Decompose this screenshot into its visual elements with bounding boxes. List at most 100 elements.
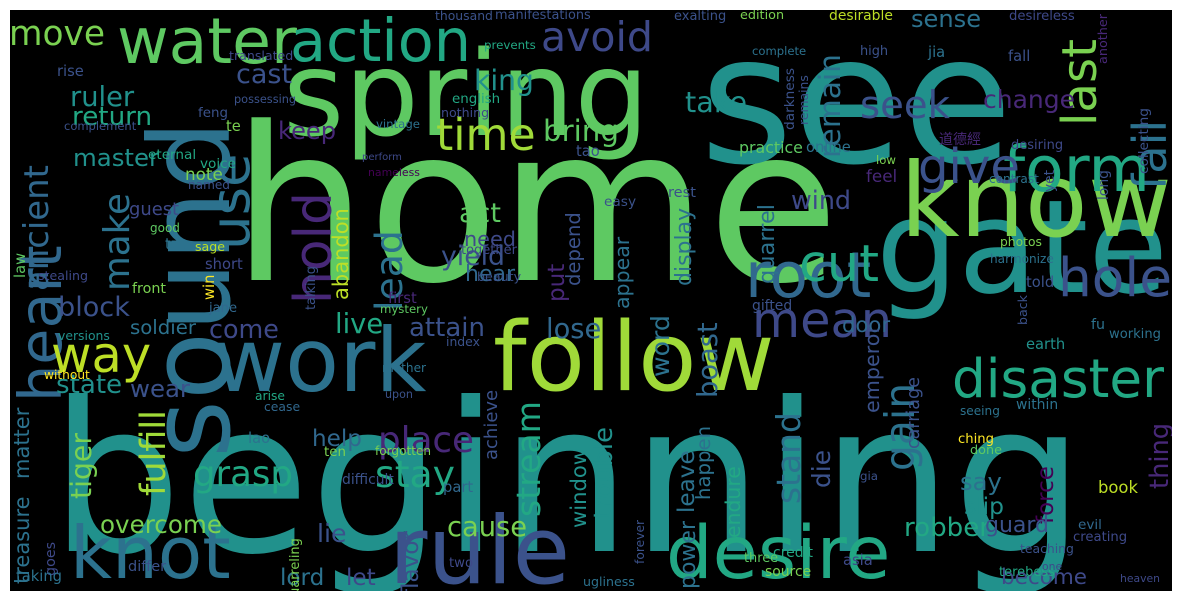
word-carriage: carriage [904, 377, 924, 449]
word-know: know [900, 141, 1172, 261]
word-earth: earth [1026, 336, 1066, 353]
word-yet: yet [1042, 169, 1058, 192]
word-yield: yield [441, 241, 505, 272]
word-done: done [970, 443, 1002, 458]
word-difficult: difficult [342, 472, 394, 488]
word-attain: attain [409, 313, 485, 343]
word-act: act [459, 198, 501, 229]
word-short: short [205, 256, 243, 273]
word-high: high [860, 44, 889, 59]
word-desirable: desirable [829, 10, 893, 24]
word-door: door [842, 312, 891, 337]
word-possessing: possessing [234, 93, 297, 106]
word-index: index [446, 334, 480, 349]
word-disaster: disaster [952, 348, 1164, 410]
word-gate: gate [876, 172, 1169, 323]
word-part: part [443, 479, 474, 496]
word-grasp: grasp [193, 454, 293, 495]
word-prevents: prevents [484, 38, 536, 52]
word-working: working [1109, 327, 1161, 342]
word-remains: remains [796, 75, 811, 125]
word-action: action [290, 10, 471, 75]
word-credit: credit [773, 545, 814, 561]
word-become: become [1001, 565, 1088, 590]
word-lao: lao [248, 430, 271, 447]
word-source: source [765, 564, 812, 580]
word-rule: rule [389, 497, 571, 591]
word-overcome: overcome [100, 510, 222, 539]
word-cut: cut [799, 234, 880, 293]
word-stand: stand [769, 412, 808, 504]
word-achieve: achieve [481, 389, 502, 460]
word-contrast: contrast [989, 172, 1039, 186]
word-come: come [209, 314, 279, 344]
word-appear: appear [610, 236, 634, 309]
word-see: see [700, 10, 1013, 205]
word-boast: boast [693, 322, 724, 398]
word-avoid: avoid [541, 13, 653, 61]
word-back: back [1015, 295, 1030, 325]
word-abandon: abandon [329, 208, 353, 300]
word-power: power [676, 521, 701, 589]
word-perform: perform [362, 152, 402, 163]
word-another: another [1096, 13, 1111, 64]
word-nothing: nothing [441, 105, 490, 120]
word-three: three [744, 551, 779, 566]
word-move: move [10, 14, 106, 54]
word-gifted: gifted [752, 298, 793, 314]
word-seek: seek [860, 83, 950, 128]
word-te: te [226, 118, 241, 135]
word-live: live [335, 309, 384, 340]
word-heaven: heaven [1120, 572, 1160, 585]
word-follow: follow [493, 301, 775, 413]
word-spring: spring [283, 26, 650, 163]
word-arise: arise [255, 389, 285, 403]
word-english: english [452, 92, 501, 107]
word-wind: wind [791, 185, 852, 215]
word-jane: jane [209, 301, 238, 316]
word-thing: thing [1145, 422, 1172, 489]
word-voice: voice [200, 156, 236, 172]
word-guest: guest [129, 199, 180, 220]
word-beginning: beginning [50, 359, 1085, 591]
word-slip: slip [964, 492, 1005, 520]
word-feel: feel [866, 166, 898, 186]
word-take: take [685, 85, 748, 119]
word-ten: ten [324, 445, 346, 460]
word-complete: complete [752, 44, 807, 58]
word-thousand: thousand [435, 10, 493, 23]
word-front: front [132, 281, 167, 297]
word-master: master [73, 143, 160, 172]
word-cloud: home see beginning spring gate sound follow wor… [10, 10, 1172, 591]
word-nameless: nameless [368, 166, 420, 179]
word-desireless: desireless [1009, 10, 1075, 24]
word-give: give [918, 139, 1020, 195]
word-beauty: beauty [477, 269, 522, 284]
word-complement: complement [64, 119, 137, 133]
word-stream: stream [509, 401, 548, 517]
word-long: long [1096, 170, 1112, 200]
word-mean: mean [752, 291, 893, 349]
word-cast: cast [236, 59, 293, 90]
word-differ: differ [128, 559, 167, 575]
word-rest: rest [668, 184, 696, 201]
word-note: note [185, 164, 223, 184]
word-win: win [201, 274, 218, 300]
word-eternal: eternal [148, 147, 197, 163]
word-fu: fu [1091, 317, 1105, 333]
word-upon: upon [385, 388, 413, 401]
word-hole: hole [1058, 247, 1172, 309]
word-gia: gia [860, 469, 878, 483]
word-lose: lose [546, 314, 602, 345]
word-one: one [1042, 560, 1063, 573]
word-root: root [745, 239, 872, 312]
word-display: display [672, 207, 697, 286]
word-rise: rise [57, 63, 84, 80]
word-without: without [44, 368, 90, 382]
word-way: way [51, 326, 152, 384]
word-low: low [876, 153, 896, 167]
word-sense: sense [911, 10, 982, 33]
word-tiger: tiger [65, 433, 98, 499]
word-told: told [1026, 274, 1055, 291]
word-teaching: teaching [1020, 541, 1074, 556]
